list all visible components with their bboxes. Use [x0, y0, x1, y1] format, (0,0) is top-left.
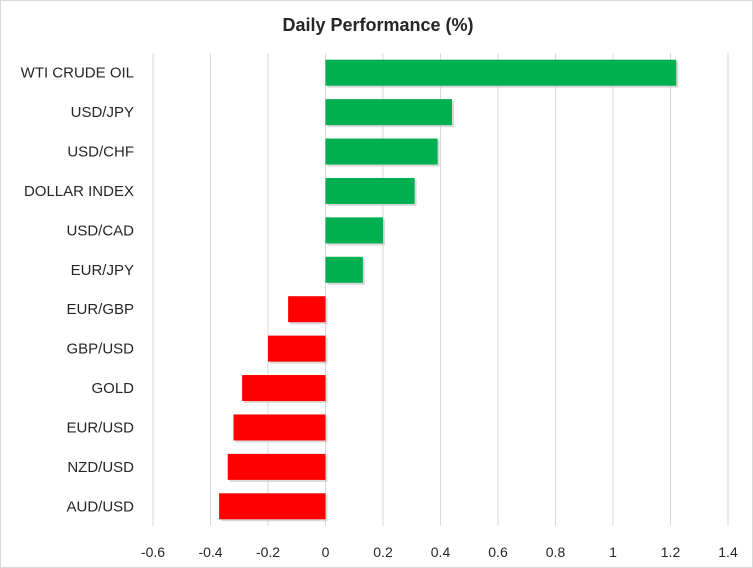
x-tick-label: 1: [609, 544, 617, 560]
bar: [227, 453, 326, 480]
category-label: USD/JPY: [71, 104, 134, 121]
bar: [288, 296, 326, 323]
category-label: EUR/USD: [66, 419, 134, 436]
bar: [325, 99, 452, 126]
category-label: EUR/JPY: [71, 262, 134, 279]
category-label: GBP/USD: [66, 341, 134, 358]
x-tick-label: 0.2: [373, 544, 393, 560]
bar: [325, 177, 415, 204]
x-tick-label: 1.4: [718, 544, 738, 560]
x-tick-label: 0: [322, 544, 330, 560]
x-tick-label: 0.6: [488, 544, 508, 560]
bar: [233, 414, 326, 441]
x-tick-label: 0.8: [546, 544, 566, 560]
bar: [242, 375, 326, 402]
category-label: WTI CRUDE OIL: [21, 65, 134, 82]
bar: [325, 217, 383, 244]
x-axis-tick-labels: -0.6 -0.4 -0.2 0 0.2 0.4 0.6 0.8 1 1.2 1.4: [141, 544, 738, 560]
bar: [268, 335, 326, 362]
bar: [325, 256, 363, 283]
gridlines: [152, 53, 729, 526]
category-labels: WTI CRUDE OIL USD/JPY USD/CHF DOLLAR INDEX U…: [21, 65, 135, 516]
category-label: DOLLAR INDEX: [24, 183, 134, 200]
chart-title: Daily Performance (%): [282, 15, 473, 35]
category-label: NZD/USD: [67, 459, 134, 476]
x-tick-label: 0.4: [431, 544, 451, 560]
bar: [219, 493, 326, 520]
category-label: EUR/GBP: [66, 301, 134, 318]
category-label: USD/CHF: [67, 144, 134, 161]
category-label: USD/CAD: [66, 222, 134, 239]
x-tick-label: -0.2: [256, 544, 280, 560]
x-tick-label: 1.2: [661, 544, 681, 560]
bar: [325, 138, 438, 165]
x-tick-label: -0.6: [141, 544, 165, 560]
bars: [219, 59, 679, 522]
category-label: AUD/USD: [66, 498, 134, 515]
bar: [325, 59, 677, 86]
x-tick-label: -0.4: [198, 544, 222, 560]
category-label: GOLD: [91, 380, 134, 397]
